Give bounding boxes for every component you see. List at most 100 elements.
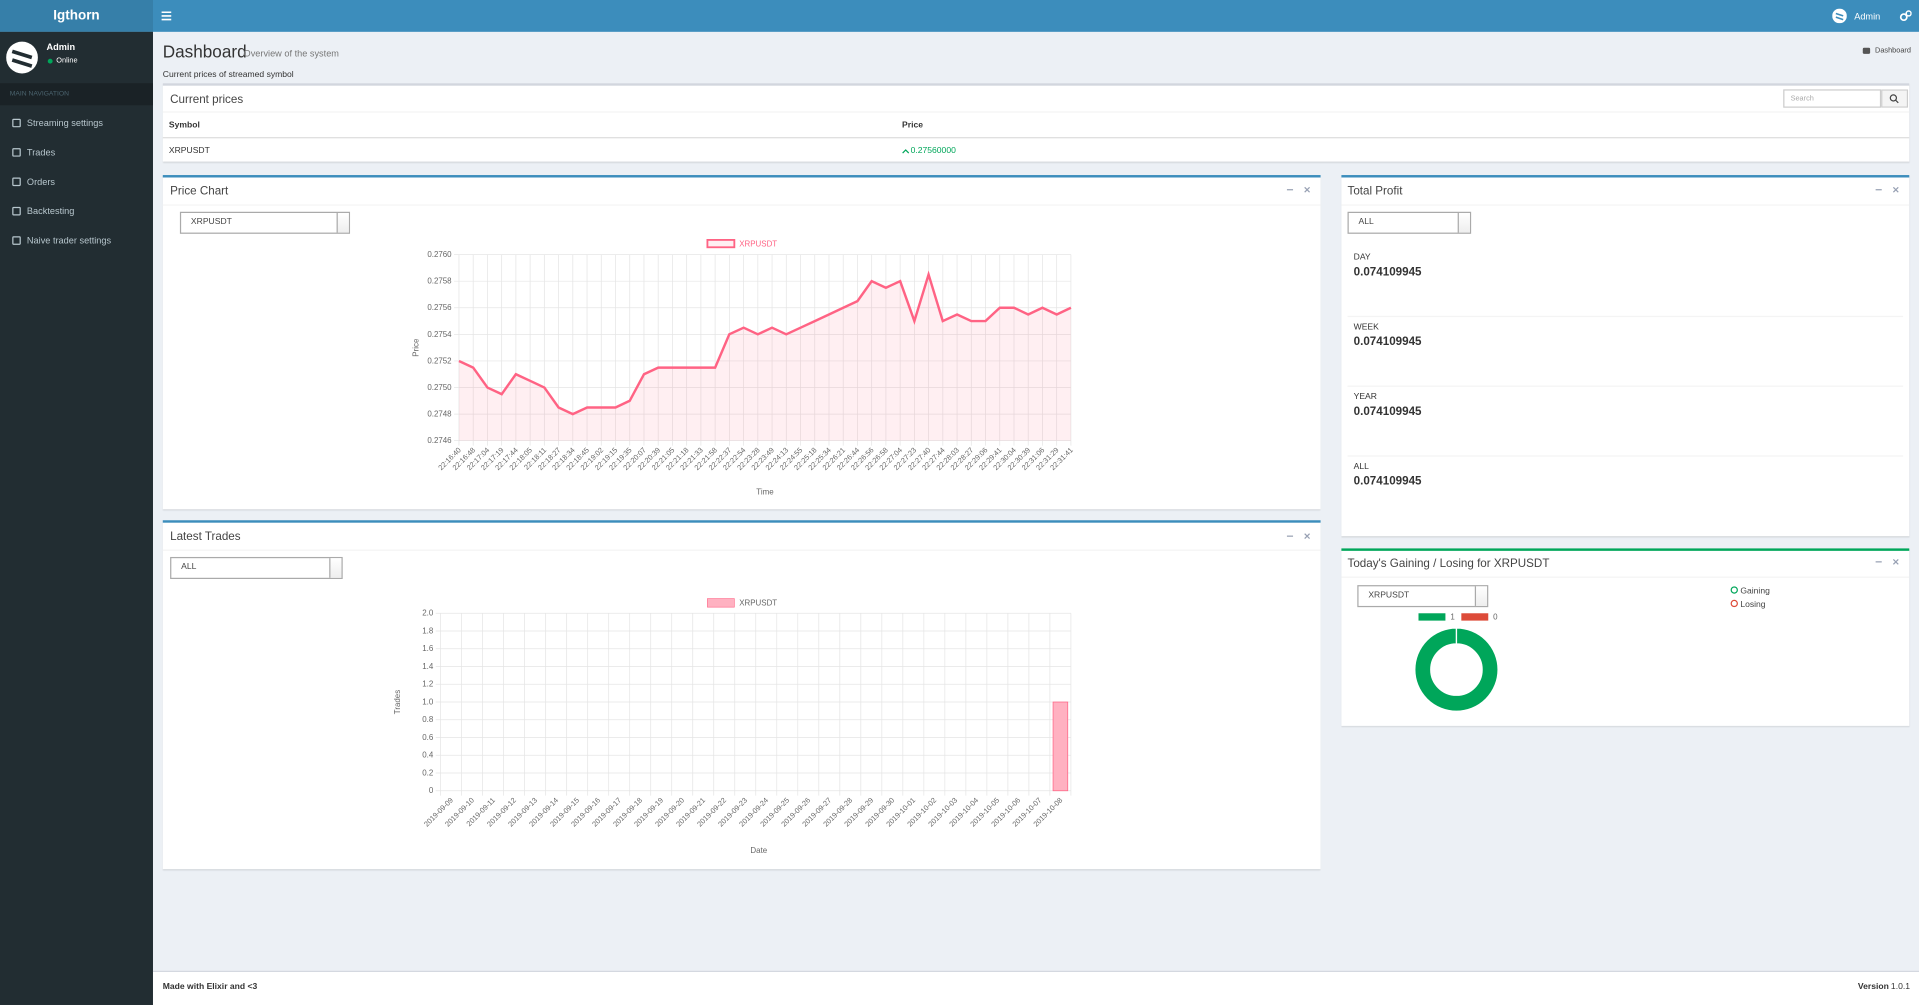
legend-dot — [1730, 586, 1738, 594]
box-title: Current prices — [170, 93, 244, 107]
latest-trades-box: Latest Trades ALL — [162, 520, 1321, 870]
version: 1.0.1 — [1890, 982, 1910, 992]
profit-value: 0.074109945 — [1353, 265, 1422, 280]
box-title: Today's Gaining / Losing for XRPUSDT — [1347, 556, 1550, 571]
search-button[interactable] — [1881, 89, 1909, 108]
nav-icon — [12, 206, 21, 216]
profit-label: DAY — [1353, 253, 1371, 262]
sidebar-avatar — [6, 41, 38, 74]
y-tick-label: 0 — [429, 786, 434, 795]
area — [458, 274, 1071, 441]
y-tick-label: 0.2746 — [427, 436, 452, 445]
legend-swatch — [706, 239, 736, 249]
legend-dot — [1730, 599, 1738, 608]
legend-label: Losing — [1740, 599, 1765, 609]
footer — [152, 970, 1919, 1005]
divider — [1347, 455, 1904, 457]
y-axis-label: Price — [412, 338, 421, 357]
divider — [1341, 576, 1910, 578]
divider — [162, 204, 1321, 206]
total-profit-box: Total Profit ALL DAY 0.074109945 WEEK 0.074… — [1341, 175, 1910, 537]
footer-text: Made with Elixir and <3 — [162, 982, 258, 992]
page-title: Dashboard — [162, 41, 247, 62]
profit-value: 0.074109945 — [1353, 335, 1422, 349]
profit-label: YEAR — [1353, 392, 1377, 402]
menu-toggle[interactable] — [161, 11, 172, 21]
box-tool[interactable] — [1892, 558, 1899, 565]
box-title: Total Profit — [1347, 184, 1403, 199]
divider — [1347, 385, 1904, 387]
row-divider — [162, 137, 1910, 139]
search-input[interactable]: Search — [1783, 89, 1882, 108]
y-tick-label: 0.8 — [422, 715, 434, 724]
box-tool[interactable] — [1304, 533, 1311, 540]
column-header: Price — [902, 121, 923, 130]
header-user[interactable]: Admin — [1854, 11, 1881, 23]
breadcrumb[interactable]: Dashboard — [1875, 47, 1911, 56]
nav-item[interactable]: Backtesting — [26, 205, 75, 217]
y-tick-label: 0.2 — [422, 768, 434, 777]
y-tick-label: 1.0 — [422, 697, 434, 706]
cell-price: 0.27560000 — [910, 146, 956, 156]
y-tick-label: 1.6 — [422, 644, 434, 653]
symbol-select[interactable]: XRPUSDT — [1357, 585, 1489, 608]
y-tick-label: 0.2760 — [427, 250, 452, 259]
y-tick-label: 0.2750 — [427, 383, 452, 392]
close-icon — [1892, 558, 1899, 565]
y-tick-label: 0.2756 — [427, 303, 452, 312]
y-tick-label: 1.2 — [422, 680, 434, 689]
nav-item[interactable]: Trades — [26, 146, 56, 158]
nav-item[interactable]: Naive trader settings — [26, 235, 112, 247]
y-tick-label: 2.0 — [422, 609, 434, 618]
box-tool[interactable] — [1304, 186, 1311, 193]
nav-icon — [12, 236, 21, 245]
box-tool[interactable] — [1892, 186, 1899, 193]
donut-segment — [1414, 627, 1499, 712]
nav-icon — [12, 118, 21, 128]
line — [458, 270, 1072, 416]
nav-item[interactable]: Orders — [26, 176, 55, 188]
y-tick-label: 1.8 — [422, 626, 434, 635]
x-axis-label: Date — [750, 846, 767, 855]
cell: XRPUSDT — [168, 146, 210, 156]
version-label: Version — [1857, 982, 1889, 992]
y-tick-label: 0.2748 — [427, 410, 452, 419]
legend-label: XRPUSDT — [739, 240, 777, 249]
sidebar-user: Admin — [46, 41, 76, 53]
x-axis-label: Time — [756, 488, 774, 497]
nav-item[interactable]: Streaming settings — [26, 117, 103, 129]
profit-label: ALL — [1353, 462, 1369, 472]
status-dot — [47, 58, 53, 64]
symbol-select[interactable]: ALL — [170, 556, 343, 579]
y-tick-label: 0.4 — [422, 751, 434, 760]
divider — [162, 549, 1321, 551]
nav-header: MAIN NAVIGATION — [0, 83, 153, 106]
legend-value: 0 — [1493, 612, 1498, 621]
user-avatar — [1832, 8, 1847, 24]
legend-swatch — [1418, 613, 1446, 621]
close-icon — [1304, 533, 1311, 540]
y-tick-label: 0.2758 — [427, 277, 452, 286]
legend-swatch — [707, 598, 735, 608]
close-icon — [1892, 186, 1899, 193]
divider — [162, 111, 1910, 113]
y-tick-label: 0.2754 — [427, 330, 452, 339]
section-label: Current prices of streamed symbol — [162, 70, 294, 80]
sidebar-status: Online — [56, 57, 78, 65]
legend-label: XRPUSDT — [739, 598, 777, 607]
current-prices-box: Current prices Search Symbol Price XRPUS… — [162, 83, 1910, 162]
period-select[interactable]: ALL — [1347, 211, 1472, 234]
box-title: Latest Trades — [170, 530, 241, 544]
sidebar — [0, 31, 153, 1005]
profit-value: 0.074109945 — [1353, 474, 1422, 489]
nav-icon — [12, 177, 21, 187]
symbol-select[interactable]: XRPUSDT — [179, 211, 351, 234]
y-axis-label: Trades — [393, 690, 402, 714]
box-title: Price Chart — [170, 184, 229, 199]
brand[interactable]: Igthorn — [0, 0, 153, 32]
settings-icon[interactable] — [1899, 10, 1912, 22]
y-tick-label: 0.2752 — [427, 356, 452, 365]
close-icon — [1304, 186, 1311, 193]
profit-label: WEEK — [1353, 323, 1379, 332]
